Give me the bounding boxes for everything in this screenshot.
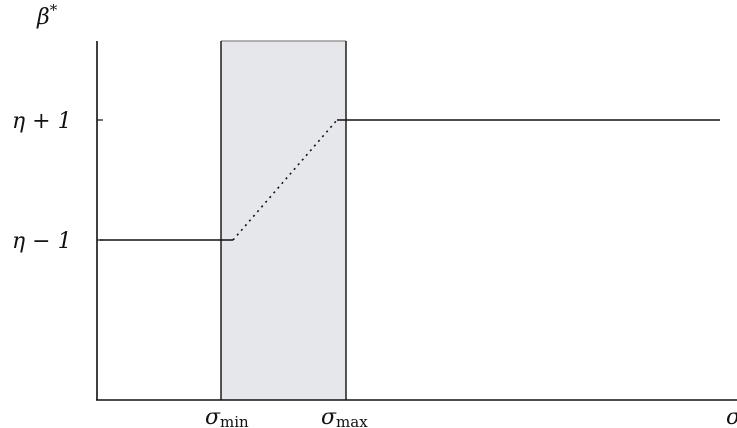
x-tick-label-sigma-max: σmax: [321, 405, 368, 428]
y-tick-label-eta-minus-1: η − 1: [12, 229, 72, 254]
y-tick-label-eta-plus-1: η + 1: [12, 109, 72, 134]
y-axis-label-base: β: [36, 5, 50, 30]
y-axis-label: β*: [36, 1, 58, 30]
x-axis-label: σ: [726, 405, 737, 428]
shaded-transition-region: [221, 41, 346, 400]
x-tick-label-sigma-min: σmin: [205, 405, 249, 428]
y-axis-label-sup: *: [50, 1, 58, 19]
segment-linear-transition: [232, 119, 338, 241]
